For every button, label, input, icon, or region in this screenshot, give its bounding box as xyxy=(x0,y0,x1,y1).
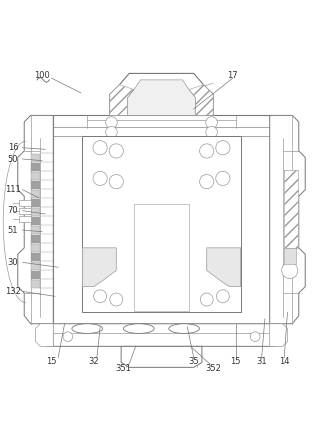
Circle shape xyxy=(94,290,107,303)
Text: 51: 51 xyxy=(8,226,18,234)
Text: 352: 352 xyxy=(205,365,221,373)
Bar xyxy=(31,163,40,170)
Circle shape xyxy=(106,127,117,138)
Circle shape xyxy=(109,144,123,158)
Polygon shape xyxy=(121,346,202,367)
Bar xyxy=(31,262,40,270)
Text: 16: 16 xyxy=(8,143,18,152)
Bar xyxy=(284,170,298,248)
Circle shape xyxy=(250,332,260,341)
Circle shape xyxy=(93,171,107,186)
Text: 15: 15 xyxy=(47,357,57,366)
Bar xyxy=(19,208,31,214)
Text: 30: 30 xyxy=(8,258,18,267)
Bar xyxy=(19,200,31,206)
Text: 111: 111 xyxy=(5,185,21,194)
Circle shape xyxy=(282,262,298,278)
Text: 15: 15 xyxy=(231,357,241,366)
Circle shape xyxy=(110,293,123,306)
Text: 31: 31 xyxy=(256,357,267,366)
Text: 50: 50 xyxy=(8,155,18,163)
Bar xyxy=(19,216,31,222)
Bar xyxy=(31,208,40,216)
Bar xyxy=(134,204,189,311)
Polygon shape xyxy=(270,324,287,346)
Bar xyxy=(31,199,40,207)
Bar xyxy=(31,190,40,198)
Polygon shape xyxy=(110,73,213,115)
Circle shape xyxy=(93,141,107,155)
Text: 17: 17 xyxy=(227,71,238,79)
Circle shape xyxy=(200,174,214,189)
Ellipse shape xyxy=(169,324,200,333)
Bar xyxy=(31,235,40,243)
Bar xyxy=(31,244,40,252)
Circle shape xyxy=(216,290,229,303)
Bar xyxy=(31,271,40,279)
Circle shape xyxy=(109,174,123,189)
Circle shape xyxy=(63,332,73,341)
Bar xyxy=(31,181,40,189)
Bar xyxy=(31,281,40,288)
Bar xyxy=(82,136,241,313)
Text: 32: 32 xyxy=(89,357,99,366)
Polygon shape xyxy=(207,248,241,286)
Polygon shape xyxy=(110,85,134,115)
Bar xyxy=(31,226,40,234)
Polygon shape xyxy=(36,324,53,346)
Circle shape xyxy=(206,117,217,128)
Polygon shape xyxy=(128,80,195,115)
Polygon shape xyxy=(270,115,305,324)
Polygon shape xyxy=(82,248,116,286)
Text: 351: 351 xyxy=(115,365,131,373)
Circle shape xyxy=(200,293,213,306)
Bar xyxy=(31,217,40,225)
Polygon shape xyxy=(84,204,116,313)
Text: 14: 14 xyxy=(279,357,289,366)
Polygon shape xyxy=(40,324,283,346)
Ellipse shape xyxy=(123,324,154,333)
Polygon shape xyxy=(189,85,213,115)
Circle shape xyxy=(106,117,117,128)
Polygon shape xyxy=(207,204,239,313)
Circle shape xyxy=(216,141,230,155)
Bar xyxy=(53,115,270,324)
Text: 70: 70 xyxy=(8,206,18,215)
Text: 132: 132 xyxy=(5,287,21,296)
Text: 100: 100 xyxy=(34,71,50,79)
Polygon shape xyxy=(18,115,53,324)
Circle shape xyxy=(216,171,230,186)
Text: 35: 35 xyxy=(189,357,199,366)
Bar xyxy=(284,248,296,264)
Bar xyxy=(31,172,40,180)
Bar xyxy=(31,154,40,162)
Circle shape xyxy=(206,127,217,138)
Ellipse shape xyxy=(72,324,103,333)
Circle shape xyxy=(200,144,214,158)
Bar xyxy=(31,254,40,261)
